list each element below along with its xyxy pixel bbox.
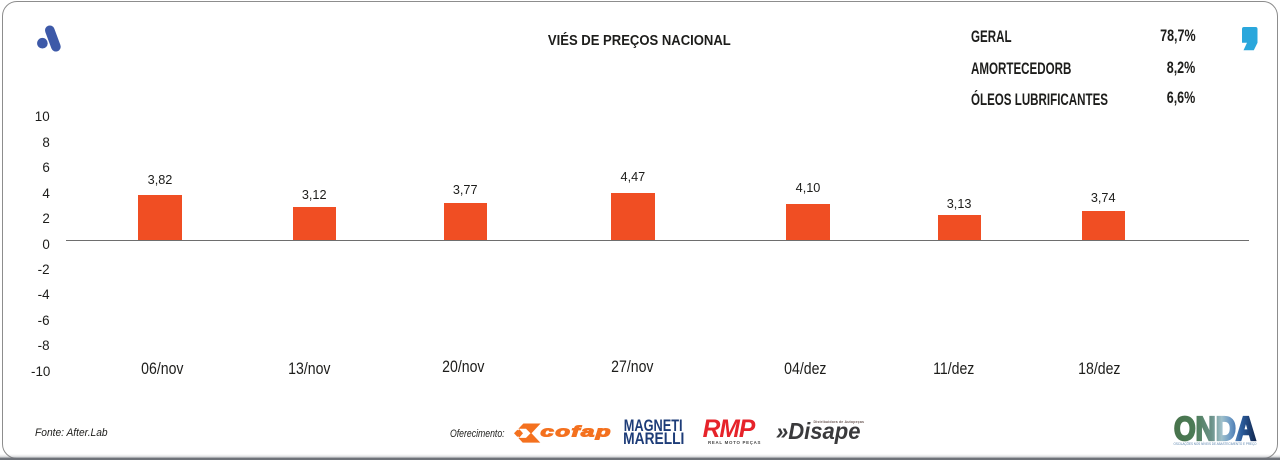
svg-text:OSCILAÇÕES NOS NÍVEIS DE ABAST: OSCILAÇÕES NOS NÍVEIS DE ABASTECIMENTO E… (1174, 441, 1257, 446)
svg-text:ONDA: ONDA (1174, 412, 1256, 447)
svg-text:cofap: cofap (541, 424, 613, 441)
